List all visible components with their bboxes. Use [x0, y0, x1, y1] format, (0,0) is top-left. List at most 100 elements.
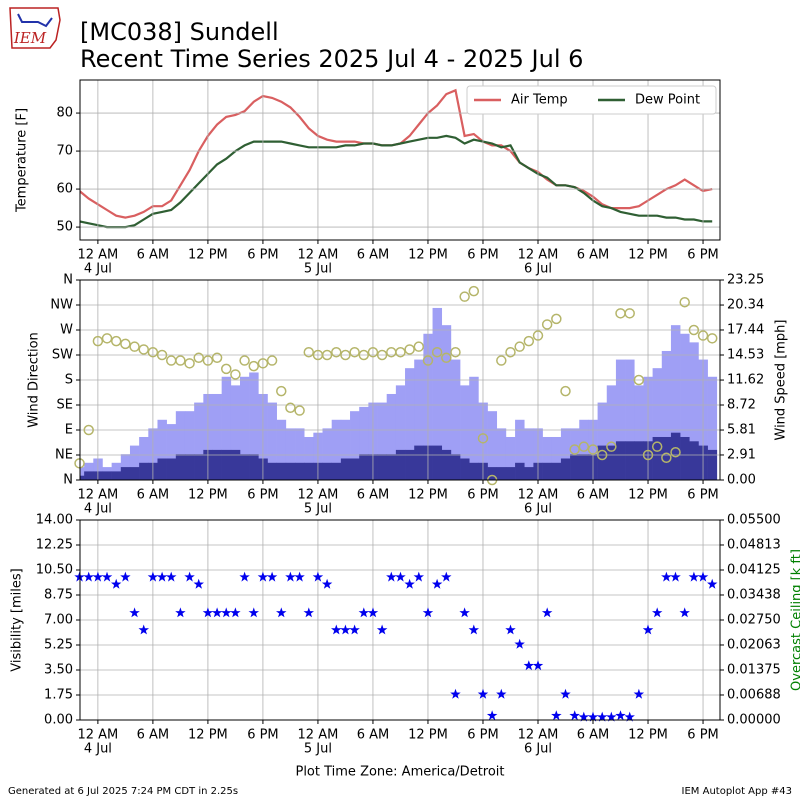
- bar: [340, 419, 351, 480]
- star-point: [431, 578, 443, 589]
- x-date-label: 4 Jul: [84, 742, 112, 757]
- y-tick-label: NE: [55, 448, 73, 463]
- star-point: [514, 638, 525, 649]
- bar: [615, 441, 626, 480]
- star-point: [193, 578, 204, 589]
- star-point: [606, 711, 617, 722]
- scatter-point: [202, 355, 214, 366]
- x-tick-label: 6 PM: [467, 488, 498, 503]
- x-tick-label: 12 PM: [188, 728, 228, 743]
- star-point: [386, 571, 397, 582]
- bar: [579, 454, 589, 480]
- star-point: [395, 571, 406, 582]
- bar: [551, 436, 562, 480]
- scatter-point: [248, 360, 260, 372]
- bar: [386, 454, 397, 480]
- y-tick-label: 8.75: [44, 588, 73, 603]
- bar: [129, 467, 140, 480]
- star-point: [111, 578, 122, 589]
- scatter-point: [294, 405, 305, 416]
- scatter-point: [431, 346, 443, 358]
- x-tick-label: 6 AM: [577, 248, 610, 263]
- scatter-point: [220, 363, 232, 375]
- bar: [405, 449, 415, 480]
- star-point: [450, 688, 461, 699]
- bar: [515, 419, 525, 480]
- y-axis-title: Temperature [F]: [15, 108, 30, 213]
- bar: [441, 325, 452, 480]
- bar: [432, 307, 443, 480]
- star-point: [303, 607, 314, 618]
- y-tick-label: S: [65, 373, 73, 388]
- y2-tick-label: 0.00: [727, 473, 756, 488]
- star-point: [349, 624, 360, 635]
- star-point: [404, 578, 415, 589]
- star-point: [331, 624, 342, 635]
- bar: [634, 441, 644, 480]
- y2-tick-label: 2.91: [727, 447, 756, 462]
- x-tick-label: 12 AM: [518, 248, 559, 263]
- bar: [111, 471, 122, 480]
- scatter-point: [441, 352, 452, 364]
- x-tick-label: 12 PM: [628, 728, 668, 743]
- y-tick-label: 50: [56, 220, 73, 235]
- bar: [111, 462, 122, 480]
- star-point: [624, 711, 635, 722]
- bar: [249, 454, 259, 480]
- y2-tick-label: 0.04813: [727, 537, 781, 552]
- scatter-point: [276, 385, 287, 397]
- scatter-point: [514, 341, 525, 352]
- star-point: [422, 607, 434, 618]
- scatter-point: [670, 446, 681, 458]
- star-point: [688, 571, 700, 582]
- bar: [221, 449, 232, 480]
- title-line-1: [MC038] Sundell: [80, 18, 279, 46]
- y2-tick-label: 5.81: [727, 423, 756, 438]
- bar: [184, 454, 195, 480]
- x-tick-label: 6 PM: [467, 248, 498, 263]
- bar: [350, 411, 360, 480]
- x-tick-label: 6 AM: [137, 248, 170, 263]
- x-tick-label: 12 AM: [298, 488, 339, 503]
- scatter-point: [413, 341, 425, 352]
- star-point: [266, 571, 278, 582]
- bar: [377, 454, 388, 480]
- plot-frame: [79, 279, 721, 481]
- x-tick-label: 6 AM: [357, 488, 390, 503]
- y-tick-label: 3.50: [44, 663, 73, 678]
- bar: [680, 333, 690, 480]
- bar: [395, 385, 406, 480]
- star-point: [221, 607, 232, 618]
- x-date-label: 5 Jul: [304, 262, 332, 277]
- star-point: [184, 571, 195, 582]
- bar: [597, 402, 608, 480]
- bar: [359, 406, 369, 480]
- y2-tick-label: 0.03438: [727, 587, 781, 602]
- star-point: [560, 688, 571, 699]
- scatter-point: [697, 330, 709, 341]
- bar: [560, 458, 571, 480]
- plot-area: [80, 307, 718, 480]
- y2-axis-title: Wind Speed [mph]: [774, 320, 789, 441]
- bar: [194, 454, 204, 480]
- scatter-point: [606, 441, 617, 452]
- star-point: [120, 571, 131, 582]
- star-point: [166, 571, 177, 582]
- star-point: [652, 607, 663, 618]
- star-point: [697, 571, 709, 582]
- star-point: [92, 571, 104, 582]
- x-tick-label: 12 AM: [298, 728, 339, 743]
- y2-tick-label: 0.00000: [727, 713, 781, 728]
- bar: [487, 411, 498, 480]
- scatter-point: [120, 338, 131, 350]
- scatter-point: [706, 333, 718, 344]
- star-point: [294, 571, 305, 582]
- scatter-point: [532, 330, 544, 341]
- bar: [359, 454, 369, 480]
- bar: [102, 471, 112, 480]
- bar: [579, 419, 589, 480]
- bar: [670, 325, 681, 480]
- bar: [331, 419, 342, 480]
- y-tick-label: 70: [56, 144, 73, 159]
- star-point: [101, 571, 113, 582]
